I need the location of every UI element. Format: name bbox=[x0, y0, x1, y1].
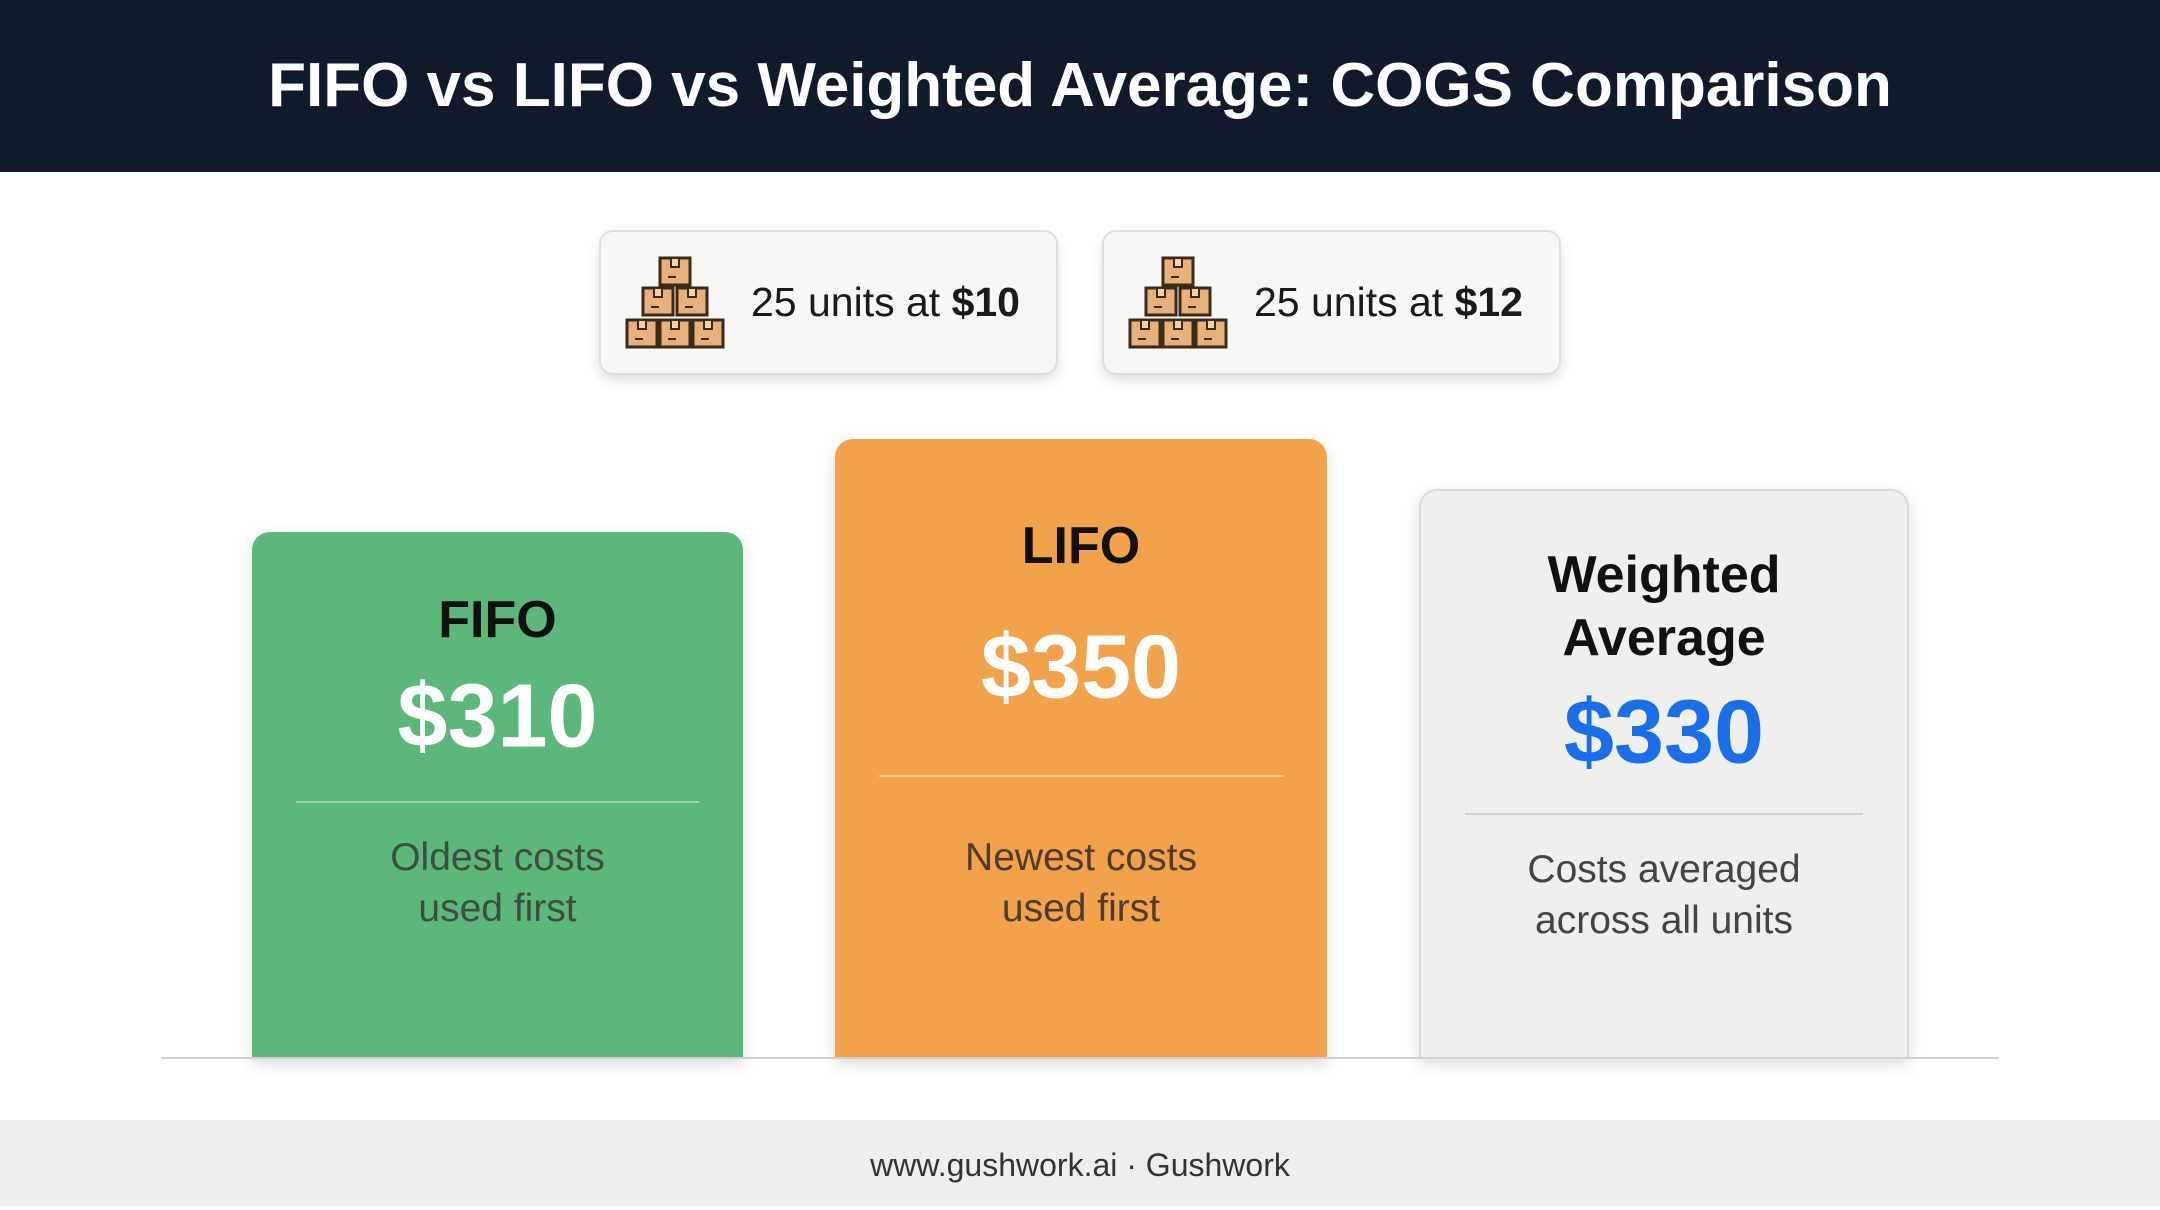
lot-price: $12 bbox=[1454, 279, 1523, 325]
method-cogs: $330 bbox=[1563, 682, 1765, 783]
title: FIFO vs LIFO vs Weighted Average: COGS C… bbox=[268, 51, 1892, 120]
method-cogs: $350 bbox=[980, 617, 1182, 718]
lot-text: 25 units at $12 bbox=[1254, 232, 1523, 373]
method-cogs: $310 bbox=[397, 666, 598, 767]
lot-card: 25 units at $10 bbox=[599, 230, 1058, 375]
lot-label: 25 units at bbox=[1254, 279, 1455, 325]
method-card: FIFO $310 Oldest costs used first bbox=[252, 532, 743, 1058]
method-description: across all units bbox=[1535, 899, 1793, 942]
divider bbox=[879, 775, 1283, 777]
method-description: used first bbox=[1001, 887, 1161, 930]
header-bar bbox=[0, 0, 2160, 172]
method-description: used first bbox=[418, 887, 577, 930]
boxes-icon bbox=[1128, 256, 1228, 349]
method-name: Weighted bbox=[1547, 546, 1781, 604]
footer-bar bbox=[0, 1120, 2160, 1206]
divider bbox=[1465, 813, 1863, 815]
method-description: Newest costs bbox=[965, 836, 1197, 879]
method-name: FIFO bbox=[438, 591, 557, 649]
method-card: Weighted Average $330 Costs averaged acr… bbox=[1419, 489, 1909, 1058]
lot-card: 25 units at $12 bbox=[1102, 230, 1561, 375]
method-name: LIFO bbox=[1021, 517, 1141, 575]
method-card: LIFO $350 Newest costs used first bbox=[835, 439, 1327, 1058]
method-name: Average bbox=[1562, 609, 1766, 667]
method-description: Oldest costs bbox=[390, 836, 605, 879]
method-description: Costs averaged bbox=[1527, 848, 1801, 891]
divider bbox=[296, 801, 699, 803]
lot-price: $10 bbox=[951, 279, 1020, 325]
footer-text: www.gushwork.ai · Gushwork bbox=[870, 1147, 1290, 1183]
baseline bbox=[161, 1057, 1999, 1059]
lot-text: 25 units at $10 bbox=[751, 232, 1020, 373]
boxes-icon bbox=[625, 256, 725, 349]
lot-label: 25 units at bbox=[751, 279, 952, 325]
